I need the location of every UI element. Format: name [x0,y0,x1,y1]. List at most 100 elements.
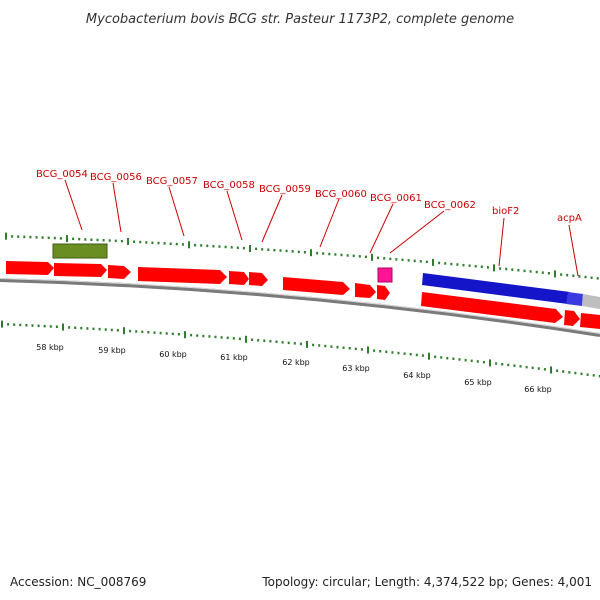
minor-tick [31,324,34,327]
minor-tick [23,235,26,239]
minor-tick [157,241,160,245]
minor-tick [285,249,288,253]
minor-tick [129,329,132,333]
kbp-label: 64 kbp [403,371,431,380]
minor-tick [269,340,272,343]
minor-tick [90,238,93,241]
minor-tick [403,352,406,355]
cds-arrow [108,265,131,279]
kbp-label: 61 kbp [220,353,248,362]
kbp-label: 59 kbp [98,346,126,355]
minor-tick [541,271,544,274]
gene-label-bcg-0058: BCG_0058 [203,180,255,191]
minor-tick [358,255,361,258]
minor-tick [312,343,315,347]
minor-tick [389,257,392,261]
minor-tick [84,238,87,241]
major-tick [310,249,312,257]
minor-tick [230,246,233,249]
minor-tick [452,357,455,360]
minor-tick [257,339,260,342]
minor-tick [482,360,485,364]
minor-tick [92,327,95,331]
minor-tick [346,254,349,257]
minor-tick [598,374,600,378]
major-tick [245,335,247,343]
minor-tick [562,370,565,373]
minor-tick [218,245,221,248]
minor-tick [281,341,284,344]
minor-tick [7,323,10,326]
cds-arrow [580,313,600,329]
minor-tick [352,254,355,258]
minor-tick [255,247,258,251]
minor-tick [334,253,337,256]
minor-tick [464,358,467,362]
minor-tick [72,237,75,241]
minor-tick [47,236,50,240]
minor-tick [328,252,331,256]
major-tick [432,258,434,266]
minor-tick [29,235,32,239]
minor-tick [303,251,306,254]
minor-tick [13,323,16,326]
gene-callout-line [568,224,579,277]
genome-backbone-highlight [0,278,600,334]
minor-tick [78,237,81,241]
cds-arrow [229,271,249,285]
minor-tick [159,331,162,335]
minor-tick [194,243,197,247]
major-tick [371,253,373,261]
minor-tick [322,252,325,255]
minor-tick [572,274,575,277]
other-feature-bar [582,294,600,309]
minor-tick [196,334,199,337]
major-tick [428,352,430,360]
minor-tick [468,264,471,267]
minor-tick [133,240,136,243]
minor-tick [147,331,150,334]
minor-tick [440,356,443,359]
minor-tick [169,242,172,245]
minor-tick [226,336,229,340]
minor-tick [568,371,571,374]
lower-cds-track [421,292,600,329]
minor-tick [141,330,144,334]
gene-callout-line [498,217,505,267]
cds-arrow [564,310,580,326]
genome-backbone [0,278,600,337]
kbp-label: 63 kbp [342,364,370,373]
minor-tick [110,328,113,332]
minor-tick [413,259,416,263]
minor-tick [377,256,380,260]
minor-tick [96,238,99,242]
minor-tick [397,351,400,355]
cds-arrow [377,285,390,300]
minor-tick [401,258,404,262]
minor-tick [330,345,333,348]
kbp-label: 58 kbp [36,343,64,352]
major-tick [493,264,495,272]
minor-tick [35,236,38,239]
major-tick [62,323,64,331]
minor-tick [49,325,52,328]
minor-tick [419,260,422,263]
minor-tick [190,333,193,337]
major-tick [554,270,556,278]
minor-tick [438,261,441,265]
minor-tick [238,337,241,341]
repeat-region-bar [422,273,570,304]
minor-tick [543,368,546,371]
gene-label-bcg-0057: BCG_0057 [146,176,198,187]
minor-tick [279,249,282,252]
minor-tick [596,277,599,280]
minor-tick [80,326,83,330]
minor-tick [108,239,111,242]
minor-tick [566,273,569,277]
topology-summary: Topology: circular; Length: 4,374,522 bp… [262,575,592,589]
cds-arrow [355,283,376,298]
minor-tick [462,263,465,267]
minor-tick [486,266,489,269]
gene-label-layer: BCG_0054 BCG_0056 BCG_0057 BCG_0058 BCG_… [36,169,582,277]
